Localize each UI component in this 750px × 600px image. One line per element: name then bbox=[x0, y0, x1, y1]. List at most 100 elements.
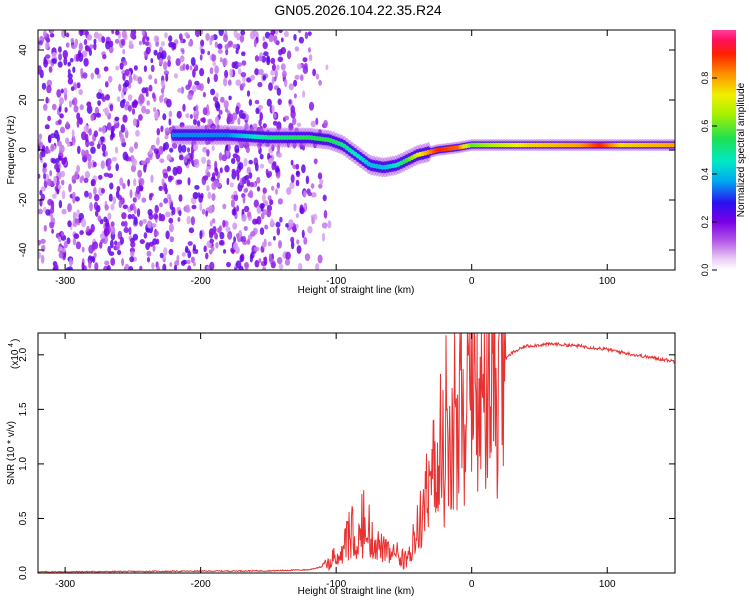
noise-speckle bbox=[235, 49, 239, 54]
noise-speckle bbox=[139, 220, 143, 227]
x-tick-label: 0 bbox=[469, 276, 475, 287]
noise-speckle bbox=[149, 148, 153, 155]
noise-speckle bbox=[90, 180, 94, 187]
noise-speckle bbox=[277, 198, 283, 205]
noise-speckle bbox=[40, 193, 46, 201]
noise-speckle bbox=[121, 91, 125, 99]
noise-speckle bbox=[108, 193, 113, 202]
noise-speckle bbox=[235, 260, 242, 269]
noise-speckle bbox=[240, 253, 245, 262]
noise-speckle bbox=[47, 134, 51, 143]
noise-speckle bbox=[248, 99, 253, 106]
noise-speckle bbox=[129, 204, 134, 211]
noise-speckle bbox=[210, 88, 216, 96]
noise-speckle bbox=[147, 220, 152, 229]
noise-speckle bbox=[54, 129, 59, 139]
noise-speckle bbox=[214, 116, 220, 125]
noise-speckle bbox=[227, 40, 234, 48]
noise-speckle bbox=[81, 262, 85, 270]
noise-speckle bbox=[290, 174, 295, 184]
noise-speckle bbox=[250, 231, 256, 237]
noise-speckle bbox=[90, 72, 95, 80]
noise-speckle bbox=[254, 68, 260, 76]
noise-speckle bbox=[206, 159, 211, 166]
noise-speckle bbox=[233, 194, 239, 202]
noise-speckle bbox=[163, 247, 168, 256]
noise-speckle bbox=[199, 202, 203, 212]
noise-speckle bbox=[181, 252, 186, 257]
noise-speckle bbox=[257, 56, 263, 62]
noise-speckle bbox=[229, 68, 233, 78]
noise-speckle bbox=[307, 226, 313, 234]
noise-speckle bbox=[112, 196, 117, 205]
noise-speckle bbox=[235, 155, 241, 163]
noise-speckle bbox=[122, 82, 129, 88]
noise-speckle bbox=[70, 86, 75, 92]
noise-speckle bbox=[192, 262, 196, 267]
noise-speckle bbox=[212, 229, 216, 235]
noise-speckle bbox=[86, 230, 92, 236]
noise-speckle bbox=[295, 213, 299, 219]
noise-speckle bbox=[246, 90, 251, 97]
noise-speckle bbox=[158, 57, 164, 66]
noise-speckle bbox=[47, 115, 51, 122]
noise-speckle bbox=[124, 263, 130, 270]
spectrogram-x-ticks: -300 -200 -100 0 100 bbox=[55, 30, 616, 287]
noise-speckle bbox=[97, 100, 101, 106]
noise-speckle bbox=[136, 208, 141, 218]
noise-speckle bbox=[132, 118, 138, 127]
noise-speckle bbox=[227, 232, 232, 240]
noise-speckle bbox=[152, 238, 158, 245]
noise-speckle bbox=[116, 185, 121, 192]
noise-speckle bbox=[224, 165, 230, 173]
noise-speckle bbox=[288, 219, 294, 228]
noise-speckle bbox=[275, 30, 279, 35]
noise-speckle bbox=[76, 119, 80, 128]
noise-speckle bbox=[209, 231, 214, 239]
noise-speckle bbox=[42, 30, 47, 38]
noise-speckle bbox=[145, 91, 149, 97]
noise-speckle bbox=[122, 73, 126, 81]
noise-speckle bbox=[154, 204, 159, 214]
noise-speckle bbox=[304, 31, 309, 40]
y-tick-label: 1.0 bbox=[18, 457, 29, 471]
noise-speckle bbox=[253, 199, 259, 208]
x-tick-label: -300 bbox=[55, 276, 75, 287]
noise-speckle bbox=[173, 264, 178, 270]
noise-speckle bbox=[264, 224, 269, 230]
noise-speckle bbox=[169, 236, 174, 243]
noise-speckle bbox=[227, 79, 232, 86]
noise-speckle bbox=[275, 188, 278, 195]
noise-speckle bbox=[185, 63, 189, 71]
colorbar-tick-label: 0.4 bbox=[700, 168, 710, 181]
snr-panel: -300 -200 -100 0 100 0.0 0.5 1.0 1.5 2.0 Height … bbox=[6, 332, 676, 597]
noise-speckle bbox=[153, 148, 159, 155]
noise-speckle bbox=[307, 191, 313, 197]
noise-speckle bbox=[167, 60, 172, 67]
noise-speckle bbox=[205, 210, 209, 217]
noise-speckle bbox=[182, 103, 186, 112]
noise-speckle bbox=[89, 202, 93, 212]
noise-speckle bbox=[130, 237, 135, 244]
noise-speckle bbox=[313, 213, 318, 221]
ridge-point bbox=[672, 142, 675, 148]
noise-speckle bbox=[239, 34, 245, 43]
noise-speckle bbox=[232, 44, 238, 49]
noise-speckle bbox=[156, 265, 161, 270]
noise-speckle bbox=[58, 106, 62, 113]
noise-speckle bbox=[58, 155, 62, 161]
noise-speckle bbox=[274, 165, 280, 173]
noise-speckle bbox=[154, 110, 159, 120]
noise-speckle bbox=[187, 241, 193, 246]
noise-speckle bbox=[160, 88, 165, 94]
noise-speckle bbox=[254, 246, 260, 252]
noise-speckle bbox=[102, 54, 107, 60]
noise-speckle bbox=[177, 217, 181, 222]
noise-speckle bbox=[122, 114, 128, 123]
noise-speckle bbox=[159, 95, 164, 103]
noise-speckle bbox=[153, 35, 160, 43]
noise-speckle bbox=[290, 236, 295, 243]
noise-speckle bbox=[83, 57, 89, 67]
x-tick-label: -200 bbox=[191, 579, 211, 590]
